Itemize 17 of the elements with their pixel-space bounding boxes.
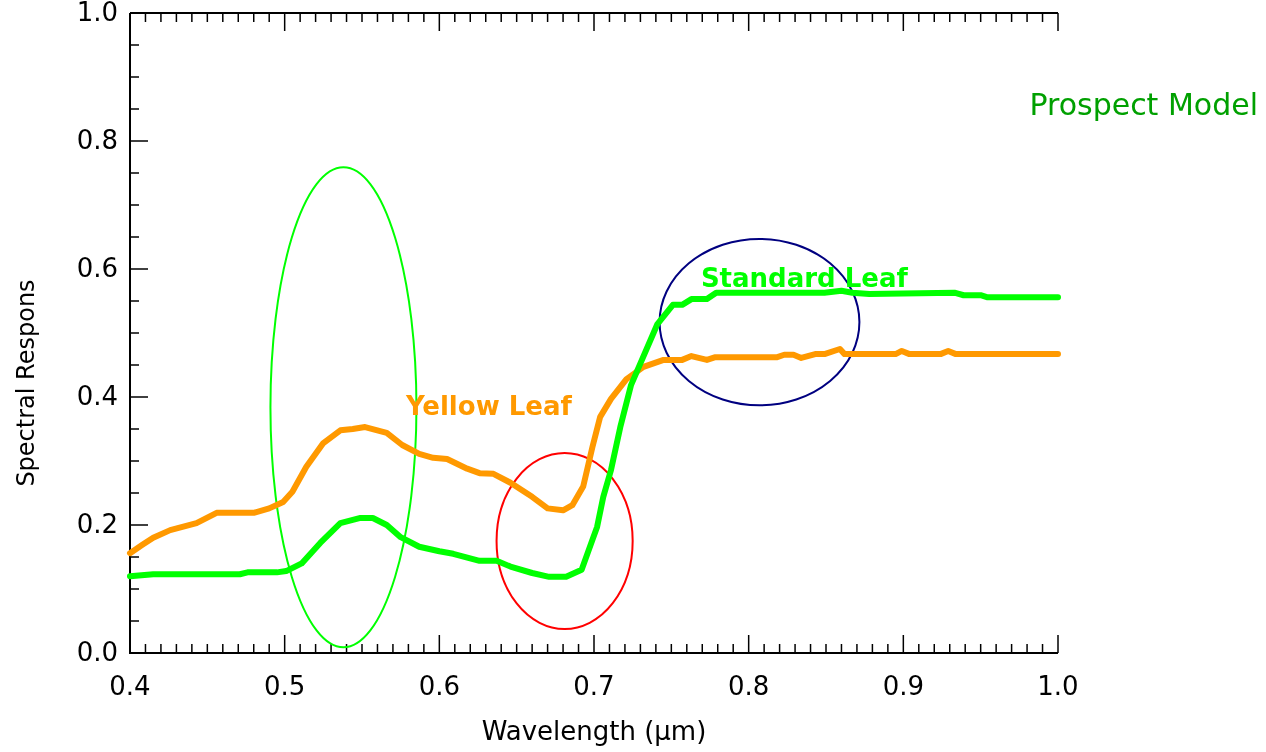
y-tick-label: 0.6 <box>76 252 118 283</box>
x-tick-label: 0.9 <box>882 671 925 701</box>
y-tick-label: 0.2 <box>76 508 118 539</box>
x-tick-label: 1.0 <box>1037 671 1079 701</box>
y-axis-title: Spectral Respons <box>12 279 40 487</box>
x-tick-label: 0.7 <box>573 671 615 701</box>
x-tick-label: 0.6 <box>418 671 461 701</box>
x-tick-label: 0.5 <box>263 671 306 701</box>
annotation: Prospect Model <box>1029 86 1258 122</box>
y-tick-label: 0.4 <box>76 380 118 411</box>
x-tick-label: 0.8 <box>727 671 770 701</box>
x-tick-label: 0.4 <box>109 671 151 701</box>
y-tick-label: 0.8 <box>76 124 118 155</box>
y-tick-label: 0.0 <box>76 636 118 667</box>
series-label: Standard Leaf <box>700 263 909 294</box>
x-axis-title: Wavelength (μm) <box>481 716 707 746</box>
y-tick-label: 1.0 <box>76 0 118 27</box>
